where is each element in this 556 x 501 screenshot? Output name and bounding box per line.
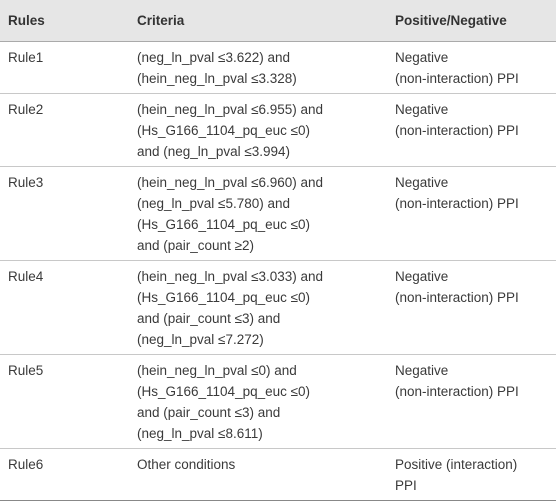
table-row: Rule2 (hein_neg_ln_pval ≤6.955) and (Hs_G1…	[0, 93, 556, 167]
header-row: Rules Criteria Positive/Negative	[0, 0, 556, 42]
table-cell: (hein_neg_ln_pval ≤3.033) and (Hs_G166_11…	[129, 260, 387, 355]
cell-line: (hein_neg_ln_pval ≤6.960) and	[137, 175, 324, 190]
cell-line: (non-interaction) PPI	[395, 71, 519, 86]
cell-line: (Hs_G166_1104_pq_euc ≤0)	[137, 123, 311, 138]
cell-line: Rule2	[8, 102, 44, 117]
table-cell: Negative (non-interaction) PPI	[387, 260, 556, 355]
cell-line: and (neg_ln_pval ≤3.994)	[137, 144, 291, 159]
table-row: Rule3 (hein_neg_ln_pval ≤6.960) and (neg_l…	[0, 166, 556, 261]
cell-line: and (pair_count ≤3) and	[137, 311, 281, 326]
cell-line: and (pair_count ≤3) and	[137, 405, 281, 420]
table-cell: (hein_neg_ln_pval ≤0) and (Hs_G166_1104_p…	[129, 354, 387, 449]
table-cell: Negative (non-interaction) PPI	[387, 93, 556, 167]
cell-line: Rule3	[8, 175, 44, 190]
table-cell: Negative (non-interaction) PPI	[387, 166, 556, 261]
table-cell: Rule4	[0, 260, 129, 355]
table-cell: (neg_ln_pval ≤3.622) and (hein_neg_ln_pva…	[129, 41, 387, 94]
cell-line: (neg_ln_pval ≤8.611)	[137, 426, 263, 441]
cell-line: Negative	[395, 363, 449, 378]
table-cell: Other conditions	[129, 448, 387, 501]
cell-line: (hein_neg_ln_pval ≤3.033) and	[137, 269, 324, 284]
cell-line: Rule5	[8, 363, 44, 378]
cell-line: (non-interaction) PPI	[395, 384, 519, 399]
table-cell: Negative (non-interaction) PPI	[387, 41, 556, 94]
table-cell: Rule3	[0, 166, 129, 261]
cell-line: and (pair_count ≥2)	[137, 238, 254, 253]
cell-line: (Hs_G166_1104_pq_euc ≤0)	[137, 384, 311, 399]
cell-line: Rule4	[8, 269, 44, 284]
cell-line: (neg_ln_pval ≤7.272)	[137, 332, 264, 347]
table-row: Rule1 (neg_ln_pval ≤3.622) and (hein_neg_l…	[0, 41, 556, 94]
table-cell: (hein_neg_ln_pval ≤6.955) and (Hs_G166_11…	[129, 93, 387, 167]
table-row: Rule4 (hein_neg_ln_pval ≤3.033) and (Hs_G1…	[0, 260, 556, 355]
table-cell: Rule2	[0, 93, 129, 167]
cell-line: Positive (interaction)	[395, 457, 518, 472]
cell-line: (Hs_G166_1104_pq_euc ≤0)	[137, 290, 311, 305]
cell-line: (hein_neg_ln_pval ≤3.328)	[137, 71, 297, 86]
cell-line: Negative	[395, 102, 449, 117]
table-cell: Positive (interaction) PPI	[387, 448, 556, 501]
cell-line: (non-interaction) PPI	[395, 290, 519, 305]
table-row: Rule6 Other conditions Positive (interacti…	[0, 448, 556, 501]
table-cell: Rule1	[0, 41, 129, 94]
cell-line: (non-interaction) PPI	[395, 196, 519, 211]
cell-line: Negative	[395, 269, 449, 284]
cell-line: (hein_neg_ln_pval ≤0) and	[137, 363, 297, 378]
table-cell: Rule6	[0, 448, 129, 501]
table-cell: Negative (non-interaction) PPI	[387, 354, 556, 449]
header-cell: Rules	[0, 0, 129, 42]
cell-line: (non-interaction) PPI	[395, 123, 519, 138]
cell-line: Negative	[395, 175, 449, 190]
table-row: Rule5 (hein_neg_ln_pval ≤0) and (Hs_G166_1…	[0, 354, 556, 449]
cell-line: Negative	[395, 50, 449, 65]
table-body: Rule1 (neg_ln_pval ≤3.622) and (hein_neg_l…	[0, 41, 556, 501]
cell-line: (hein_neg_ln_pval ≤6.955) and	[137, 102, 324, 117]
cell-line: Rule6	[8, 457, 44, 472]
cell-line: PPI	[395, 478, 417, 493]
header-cell: Criteria	[129, 0, 387, 42]
cell-line: (Hs_G166_1104_pq_euc ≤0)	[137, 217, 311, 232]
cell-line: (neg_ln_pval ≤5.780) and	[137, 196, 291, 211]
cell-line: Rule1	[8, 50, 44, 65]
table-cell: (hein_neg_ln_pval ≤6.960) and (neg_ln_pva…	[129, 166, 387, 261]
header-cell: Positive/Negative	[387, 0, 556, 42]
cell-line: Other conditions	[137, 457, 236, 472]
cell-line: (neg_ln_pval ≤3.622) and	[137, 50, 291, 65]
table-cell: Rule5	[0, 354, 129, 449]
